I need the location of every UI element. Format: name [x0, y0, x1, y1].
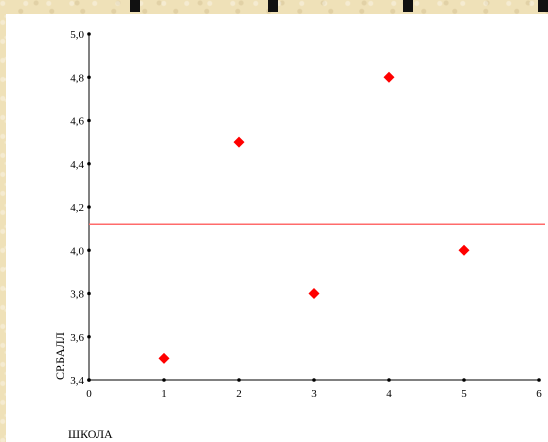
x-axis-title: ШКОЛА: [68, 427, 113, 441]
x-tick-mark: [537, 378, 541, 382]
x-tick-mark: [462, 378, 466, 382]
x-tick-label: 4: [386, 388, 392, 400]
x-tick-label: 2: [236, 388, 242, 400]
data-point: [233, 136, 245, 148]
y-axis-title: СР.БАЛЛ: [53, 332, 67, 380]
x-tick-label: 6: [536, 388, 542, 400]
x-tick-mark: [387, 378, 391, 382]
data-point: [308, 288, 320, 299]
top-marker: [130, 0, 140, 12]
y-tick-mark: [87, 32, 91, 36]
y-tick-mark: [87, 248, 91, 253]
data-point: [383, 71, 395, 83]
y-tick-mark: [87, 75, 91, 80]
y-tick-mark: [87, 334, 91, 339]
x-tick-mark: [312, 378, 316, 382]
y-tick-label: 4,2: [70, 202, 84, 214]
plot-panel: СР.БАЛЛ ШКОЛА 3,4 3,6 3,8 4,0 4,2 4,4 4,6 4,8 5,…: [6, 14, 548, 442]
y-tick-mark: [87, 161, 91, 166]
y-tick-label: 4,4: [70, 159, 84, 171]
top-marker: [403, 0, 413, 12]
x-tick-mark: [237, 378, 241, 382]
y-tick-label: 5,0: [70, 29, 84, 41]
x-tick-label: 1: [161, 388, 167, 400]
y-tick-label: 3,4: [70, 375, 84, 387]
x-tick-mark: [87, 378, 91, 382]
y-tick-mark: [87, 118, 91, 123]
x-tick-mark: [162, 378, 166, 382]
scatter-chart: СР.БАЛЛ ШКОЛА 3,4 3,6 3,8 4,0 4,2 4,4 4,6 4,8 5,…: [53, 29, 545, 441]
top-marker: [268, 0, 278, 12]
y-tick-mark: [87, 291, 91, 296]
x-tick-label: 3: [311, 388, 317, 400]
top-decorative-markers: [0, 0, 548, 14]
y-tick-label: 4,0: [70, 245, 84, 257]
top-marker: [538, 0, 548, 12]
data-point: [458, 244, 470, 256]
y-tick-label: 3,6: [70, 332, 84, 344]
x-tick-label: 0: [86, 388, 92, 400]
y-tick-label: 4,6: [70, 116, 84, 128]
y-tick-label: 3,8: [70, 289, 84, 301]
data-point: [158, 352, 170, 364]
y-tick-mark: [87, 205, 91, 209]
y-tick-label: 4,8: [70, 72, 84, 84]
x-tick-label: 5: [461, 388, 467, 400]
